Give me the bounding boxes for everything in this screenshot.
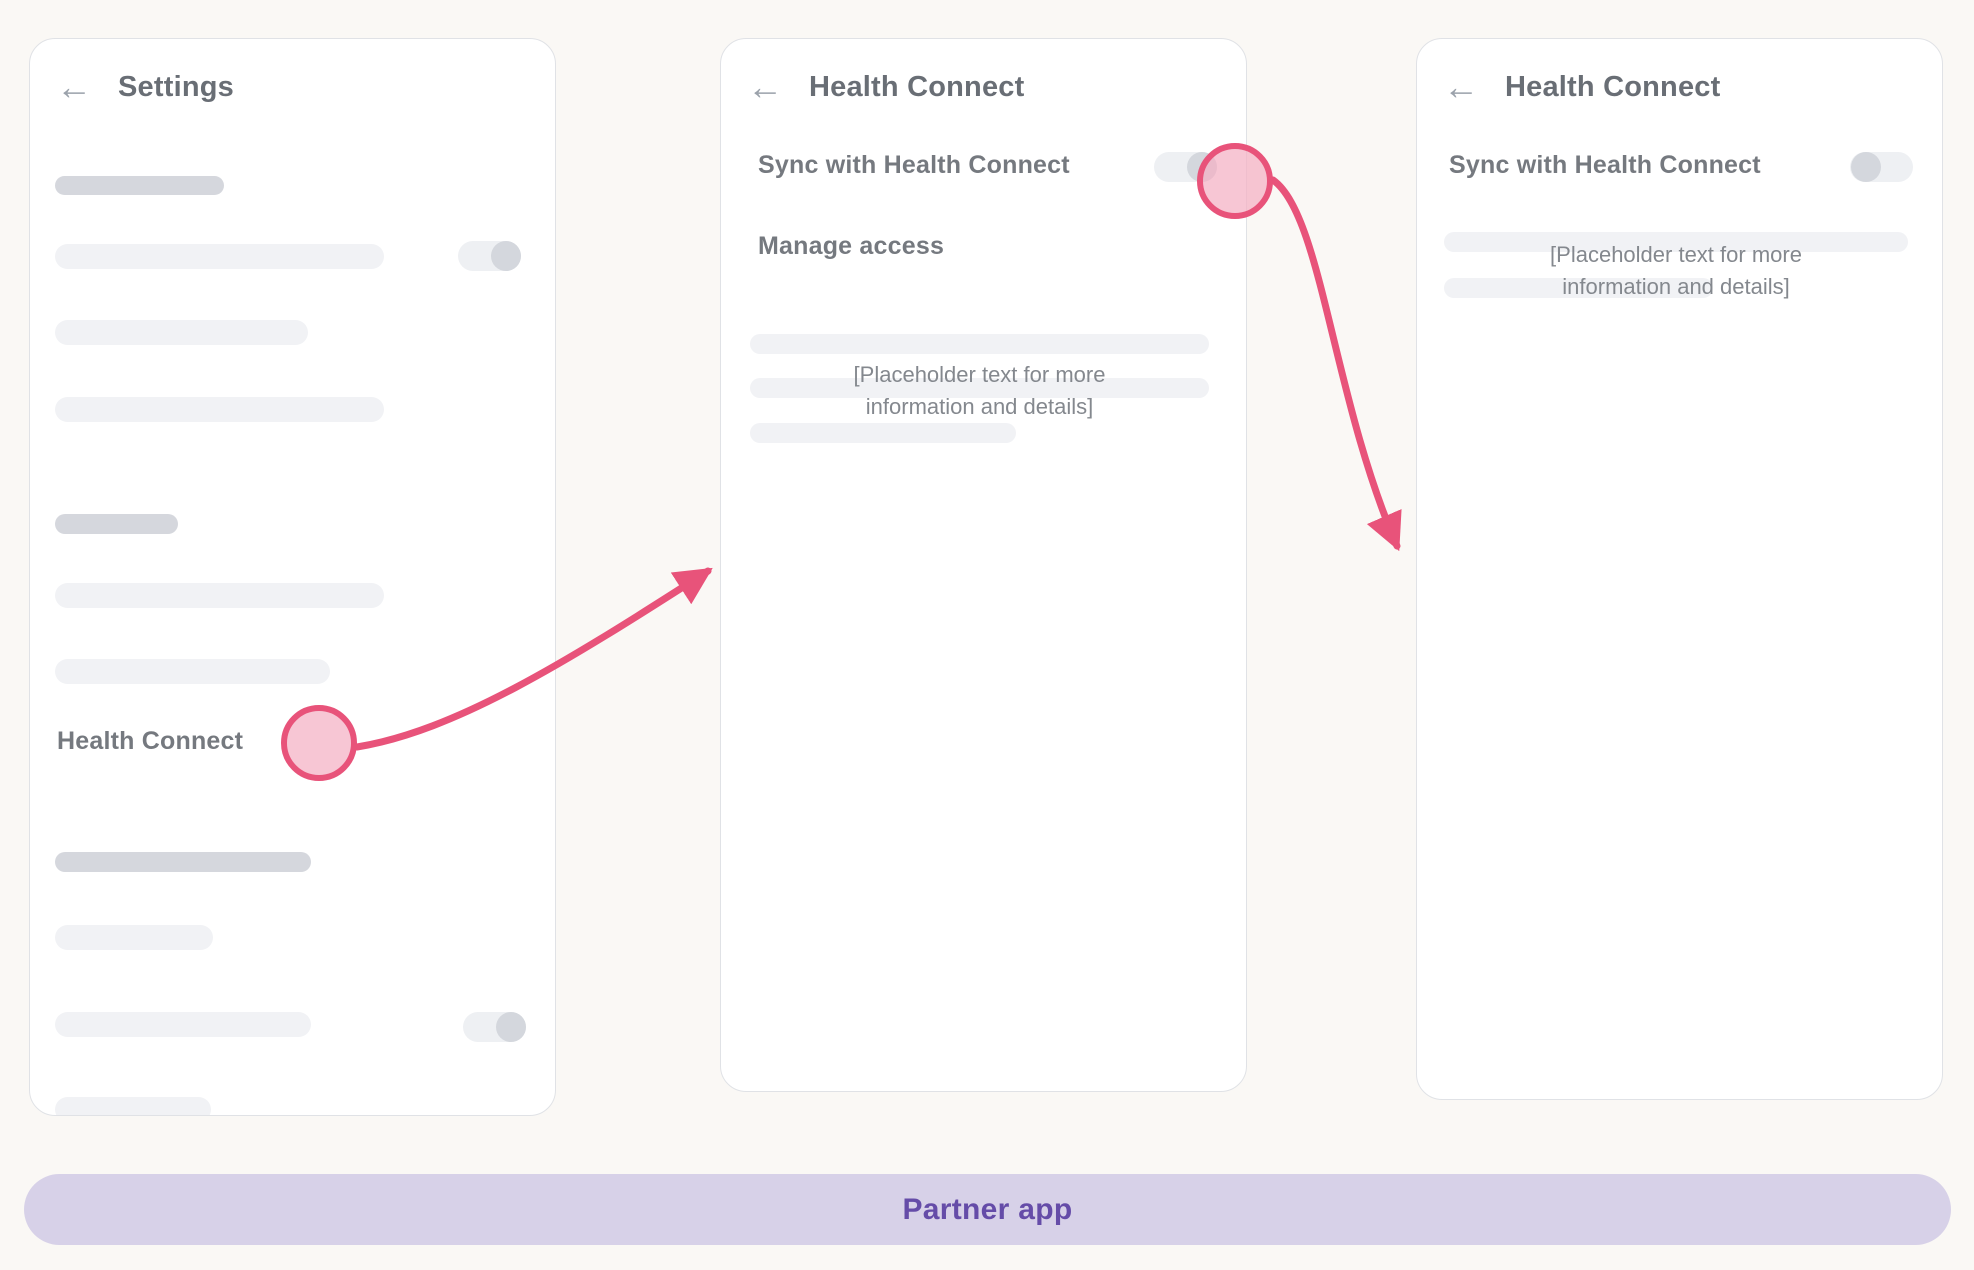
tap-indicator-circle [1197, 143, 1273, 219]
screen-health-connect-off: ← Health Connect Sync with Health Connec… [1416, 38, 1943, 1100]
toggle-switch[interactable] [458, 241, 521, 271]
toggle-switch[interactable] [463, 1012, 526, 1042]
back-arrow-icon[interactable]: ← [747, 66, 783, 107]
health-connect-header: ← Health Connect [747, 67, 1226, 107]
page-title: Health Connect [809, 70, 1025, 103]
skeleton-bar [55, 659, 330, 684]
screen-health-connect-on: ← Health Connect Sync with Health Connec… [720, 38, 1247, 1092]
back-arrow-icon[interactable]: ← [56, 66, 92, 107]
placeholder-caption: [Placeholder text for more information a… [853, 362, 1106, 419]
skeleton-bar [55, 1097, 211, 1115]
screen-settings: ← Settings Health Connect [29, 38, 556, 1116]
toggle-knob [491, 241, 521, 271]
page-title: Health Connect [1505, 70, 1721, 103]
skeleton-bar [55, 1012, 311, 1037]
placeholder-caption: [Placeholder text for more information a… [1550, 242, 1802, 299]
arrow-toggle-to-disabled-screen [1269, 176, 1402, 552]
skeleton-bar [55, 397, 384, 422]
settings-header: ← Settings [56, 67, 535, 107]
sync-with-health-connect-label: Sync with Health Connect [1449, 151, 1761, 179]
manage-access-item[interactable]: Manage access [758, 232, 945, 260]
skeleton-bar [1444, 278, 1713, 298]
skeleton-bar [1444, 232, 1908, 252]
back-arrow-icon[interactable]: ← [1443, 66, 1479, 107]
skeleton-bar [55, 244, 384, 269]
sync-with-health-connect-label: Sync with Health Connect [758, 151, 1070, 179]
skeleton-bar [55, 514, 178, 534]
skeleton-bar [55, 852, 311, 872]
skeleton-bar [55, 176, 224, 195]
health-connect-header: ← Health Connect [1443, 67, 1922, 107]
skeleton-bar [55, 925, 213, 950]
partner-app-banner: Partner app [24, 1174, 1951, 1245]
toggle-switch[interactable] [1850, 152, 1913, 182]
toggle-knob [1851, 152, 1881, 182]
toggle-knob [496, 1012, 526, 1042]
skeleton-bar [750, 378, 1209, 398]
settings-item-health-connect[interactable]: Health Connect [57, 727, 244, 755]
tap-indicator-circle [281, 705, 357, 781]
partner-app-label: Partner app [902, 1192, 1073, 1226]
skeleton-bar [55, 583, 384, 608]
skeleton-bar [55, 320, 308, 345]
skeleton-bar [750, 334, 1209, 354]
skeleton-bar [750, 423, 1016, 443]
page-title: Settings [118, 70, 234, 103]
